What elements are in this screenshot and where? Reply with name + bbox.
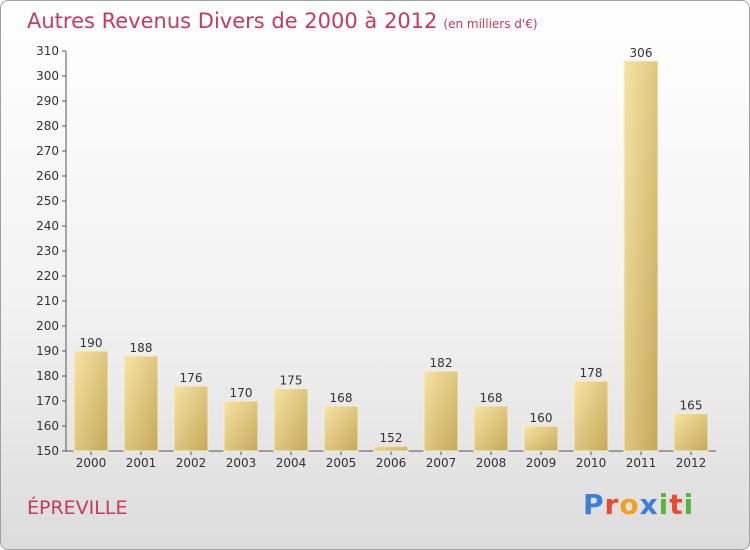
bar <box>73 350 109 452</box>
data-label: 182 <box>430 356 453 370</box>
place-name: ÉPREVILLE <box>27 497 128 519</box>
data-label: 178 <box>580 366 603 380</box>
bar <box>323 405 359 452</box>
x-tick-label: 2000 <box>76 456 107 470</box>
logo-letter: i <box>658 488 670 521</box>
bar <box>273 388 309 452</box>
y-tick-label: 300 <box>36 69 59 83</box>
proxiti-logo: Proxiti <box>583 488 694 521</box>
y-tick-label: 180 <box>36 369 59 383</box>
data-label: 168 <box>480 391 503 405</box>
x-tick-label: 2008 <box>476 456 507 470</box>
data-label: 160 <box>530 411 553 425</box>
logo-letter: o <box>619 488 640 521</box>
logo-letter: x <box>639 488 659 521</box>
y-tick-label: 240 <box>36 219 59 233</box>
data-label: 152 <box>380 431 403 445</box>
y-tick-label: 210 <box>36 294 59 308</box>
bar <box>373 445 409 452</box>
x-tick-label: 2006 <box>376 456 407 470</box>
y-tick-label: 250 <box>36 194 59 208</box>
data-label: 175 <box>280 374 303 388</box>
bar <box>623 60 659 452</box>
y-tick-label: 290 <box>36 94 59 108</box>
logo-letter: r <box>604 488 620 521</box>
bar <box>673 413 709 452</box>
logo-letter: t <box>669 488 684 521</box>
x-tick-label: 2012 <box>676 456 707 470</box>
y-tick-label: 160 <box>36 419 59 433</box>
bar <box>123 355 159 452</box>
logo-letter: P <box>583 488 605 521</box>
bar <box>223 400 259 452</box>
bar <box>423 370 459 452</box>
x-tick-label: 2009 <box>526 456 557 470</box>
data-label: 168 <box>330 391 353 405</box>
y-tick-label: 220 <box>36 269 59 283</box>
x-tick-label: 2002 <box>176 456 207 470</box>
y-tick-label: 310 <box>36 44 59 58</box>
y-tick-label: 150 <box>36 444 59 458</box>
bar <box>473 405 509 452</box>
chart-title: Autres Revenus Divers de 2000 à 2012 (en … <box>27 9 538 33</box>
logo-letter: i <box>683 488 695 521</box>
y-tick-label: 270 <box>36 144 59 158</box>
chart-title-unit: (en milliers d'€) <box>443 17 538 31</box>
data-label: 176 <box>180 371 203 385</box>
x-tick-label: 2001 <box>126 456 157 470</box>
data-label: 190 <box>80 336 103 350</box>
bar <box>523 425 559 452</box>
x-tick-label: 2007 <box>426 456 457 470</box>
y-tick-label: 280 <box>36 119 59 133</box>
x-tick-label: 2005 <box>326 456 357 470</box>
y-tick-label: 260 <box>36 169 59 183</box>
x-tick-label: 2004 <box>276 456 307 470</box>
y-tick-label: 190 <box>36 344 59 358</box>
chart-title-text: Autres Revenus Divers de 2000 à 2012 <box>27 9 438 33</box>
bar <box>573 380 609 452</box>
x-tick-label: 2011 <box>626 456 657 470</box>
data-label: 170 <box>230 386 253 400</box>
bar <box>173 385 209 452</box>
y-tick-label: 200 <box>36 319 59 333</box>
data-label: 306 <box>630 46 653 60</box>
x-tick-label: 2003 <box>226 456 257 470</box>
data-label: 188 <box>130 341 153 355</box>
y-tick-label: 170 <box>36 394 59 408</box>
data-label: 165 <box>680 399 703 413</box>
x-tick-label: 2010 <box>576 456 607 470</box>
y-tick-label: 230 <box>36 244 59 258</box>
